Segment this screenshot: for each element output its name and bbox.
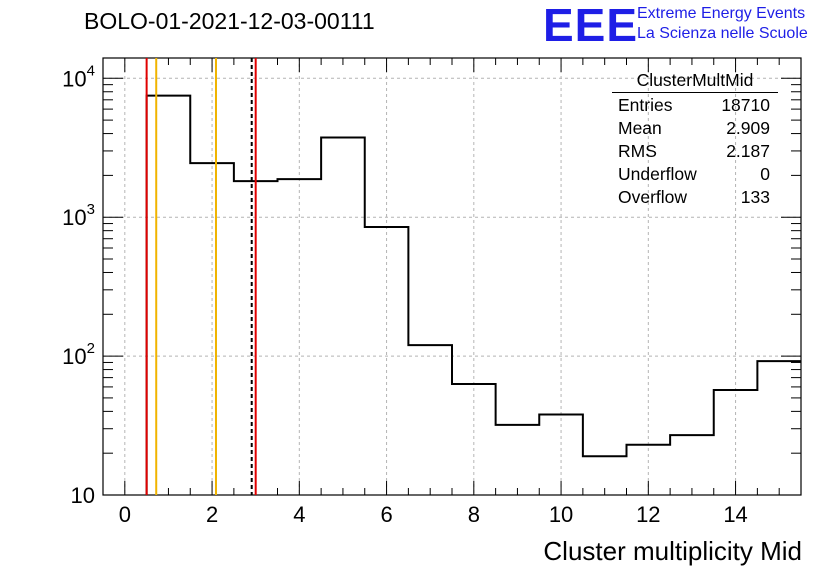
stats-label: Underflow bbox=[618, 164, 697, 184]
stats-row-mean: Mean 2.909 bbox=[612, 117, 778, 140]
histogram-bin bbox=[408, 345, 452, 495]
histogram-bin bbox=[321, 137, 365, 495]
histogram-bin bbox=[757, 361, 801, 495]
histogram-bin bbox=[278, 179, 322, 495]
x-tick-label: 12 bbox=[636, 502, 660, 527]
stats-value: 133 bbox=[740, 187, 770, 207]
stats-value: 2.909 bbox=[726, 118, 770, 138]
histogram-bin bbox=[365, 227, 409, 495]
histogram-bin bbox=[539, 414, 583, 495]
stats-value: 18710 bbox=[721, 95, 770, 115]
y-tick-label: 104 bbox=[62, 62, 95, 91]
plot-title: BOLO-01-2021-12-03-00111 bbox=[84, 8, 375, 34]
stats-label: Entries bbox=[618, 95, 673, 115]
x-tick-label: 0 bbox=[119, 502, 131, 527]
histogram-bin bbox=[714, 390, 758, 495]
stats-label: Overflow bbox=[618, 187, 688, 207]
stats-value: 0 bbox=[760, 164, 770, 184]
histogram-bin bbox=[627, 445, 671, 495]
x-tick-label: 8 bbox=[468, 502, 480, 527]
x-tick-label: 4 bbox=[293, 502, 305, 527]
histogram-bin bbox=[147, 96, 191, 495]
histogram-bin bbox=[670, 435, 714, 495]
histogram-outline bbox=[145, 94, 801, 495]
x-axis-title: Cluster multiplicity Mid bbox=[543, 536, 802, 566]
y-tick-label: 102 bbox=[62, 340, 95, 369]
histogram-bin bbox=[583, 456, 627, 495]
stats-row-overflow: Overflow 133 bbox=[612, 186, 778, 209]
stats-value: 2.187 bbox=[726, 141, 770, 161]
stats-row-entries: Entries 18710 bbox=[612, 94, 778, 117]
x-tick-label: 14 bbox=[723, 502, 747, 527]
x-tick-label: 6 bbox=[380, 502, 392, 527]
logo-line-1: Extreme Energy Events bbox=[637, 5, 806, 22]
x-tick-label: 2 bbox=[206, 502, 218, 527]
eee-logo: EEE bbox=[543, 0, 639, 51]
stats-row-rms: RMS 2.187 bbox=[612, 140, 778, 163]
stats-label: Mean bbox=[618, 118, 662, 138]
stats-row-underflow: Underflow 0 bbox=[612, 163, 778, 186]
y-tick-label: 103 bbox=[62, 201, 95, 230]
logo-line-2: La Scienza nelle Scuole bbox=[637, 25, 808, 42]
y-tick-label: 10 bbox=[71, 483, 95, 508]
histogram-bin bbox=[496, 425, 540, 495]
x-tick-label: 10 bbox=[549, 502, 573, 527]
stats-label: RMS bbox=[618, 141, 657, 161]
histogram-bin bbox=[190, 163, 234, 495]
stats-box: ClusterMultMid Entries 18710 Mean 2.909 … bbox=[612, 70, 778, 209]
histogram-bin bbox=[452, 384, 496, 495]
stats-title: ClusterMultMid bbox=[612, 70, 778, 93]
